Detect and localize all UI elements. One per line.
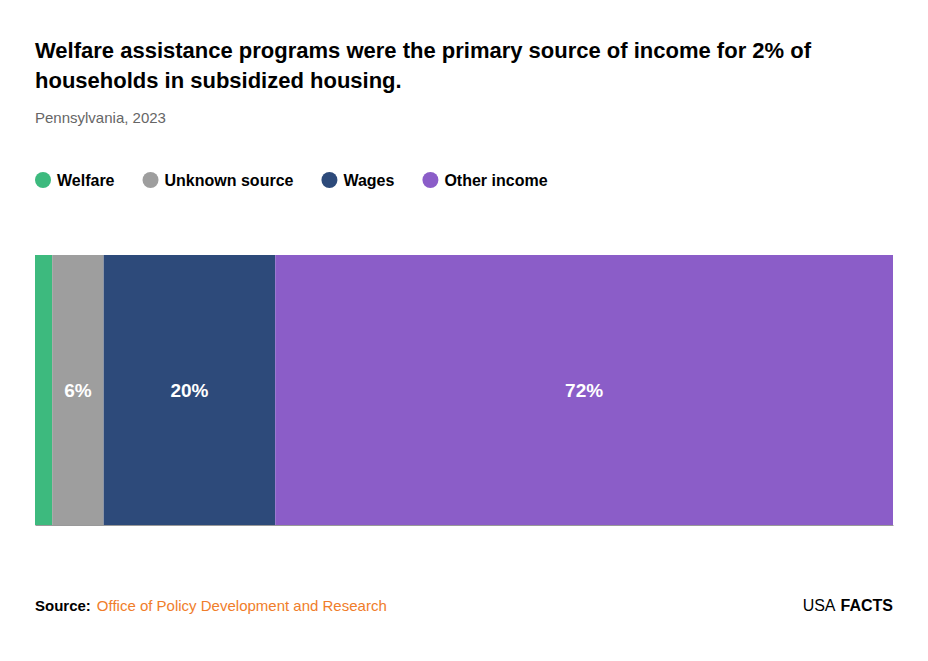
legend-item: Other income bbox=[422, 172, 547, 189]
brand-bold: FACTS bbox=[841, 597, 894, 614]
legend-label: Unknown source bbox=[165, 172, 294, 189]
data-label: 72% bbox=[565, 380, 603, 401]
legend-marker bbox=[143, 172, 159, 188]
source-text: Office of Policy Development and Researc… bbox=[97, 597, 387, 614]
legend-item: Wages bbox=[321, 172, 394, 189]
legend-item: Welfare bbox=[35, 172, 115, 189]
legend-label: Welfare bbox=[57, 172, 115, 189]
bar-segment bbox=[52, 255, 103, 525]
legend-marker bbox=[422, 172, 438, 188]
legend-item: Unknown source bbox=[143, 172, 294, 189]
bar-segment bbox=[275, 255, 893, 525]
legend-label: Other income bbox=[444, 172, 547, 189]
brand: USA bbox=[803, 597, 836, 614]
title: households in subsidized housing. bbox=[35, 68, 402, 93]
data-labels: 6% 20% 72% bbox=[64, 380, 603, 401]
legend: Welfare Unknown source Wages Other income bbox=[35, 172, 548, 189]
legend-label: Wages bbox=[343, 172, 394, 189]
chart: Welfare assistance programs were the pri… bbox=[0, 0, 928, 661]
bar-segment bbox=[104, 255, 276, 525]
source-label: Source: bbox=[35, 597, 91, 614]
data-label: 6% bbox=[64, 380, 92, 401]
bar-segment bbox=[35, 255, 52, 525]
legend-marker bbox=[321, 172, 337, 188]
legend-marker bbox=[35, 172, 51, 188]
data-label: 20% bbox=[170, 380, 208, 401]
x-axis bbox=[36, 525, 894, 526]
bars bbox=[35, 255, 893, 525]
subtitle: Pennsylvania, 2023 bbox=[35, 109, 166, 126]
x-axis-line bbox=[36, 525, 894, 526]
title: Welfare assistance programs were the pri… bbox=[35, 38, 812, 63]
